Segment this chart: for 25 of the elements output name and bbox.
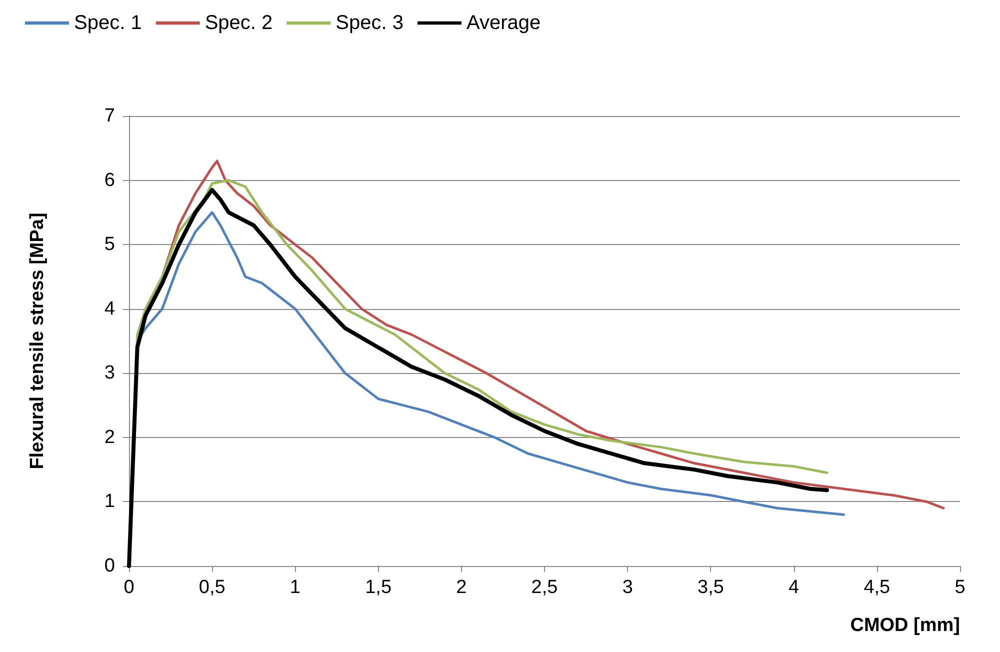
legend-label: Spec. 3: [336, 12, 404, 34]
x-tick-label: 3,5: [697, 577, 724, 598]
x-tick-label: 2,5: [531, 577, 558, 598]
y-tick-label: 0: [104, 556, 115, 576]
legend-label: Spec. 2: [204, 12, 273, 34]
x-tick-label: 0,5: [198, 577, 226, 598]
y-tick-label: 3: [104, 362, 115, 384]
x-tick-label: 4: [788, 577, 800, 598]
x-axis-title: CMOD [mm]: [850, 615, 960, 636]
x-tick-label: 1,5: [365, 577, 392, 598]
x-tick-label: 1: [290, 577, 300, 598]
y-tick-label: 7: [104, 106, 115, 126]
y-tick-label: 5: [104, 234, 115, 256]
legend-label: Average: [466, 12, 541, 34]
x-tick-label: 5: [954, 577, 966, 598]
x-tick-label: 0: [124, 577, 134, 598]
x-tick-label: 3: [622, 577, 633, 598]
y-tick-label: 6: [104, 170, 115, 191]
y-tick-label: 2: [104, 426, 115, 448]
x-tick-label: 4,5: [864, 577, 890, 598]
y-tick-label: 1: [104, 491, 115, 512]
y-tick-label: 4: [104, 298, 116, 320]
legend-label: Spec. 1: [74, 12, 142, 34]
y-axis-title: Flexural tensile stress [MPa]: [27, 212, 48, 470]
x-tick-label: 2: [456, 577, 467, 598]
